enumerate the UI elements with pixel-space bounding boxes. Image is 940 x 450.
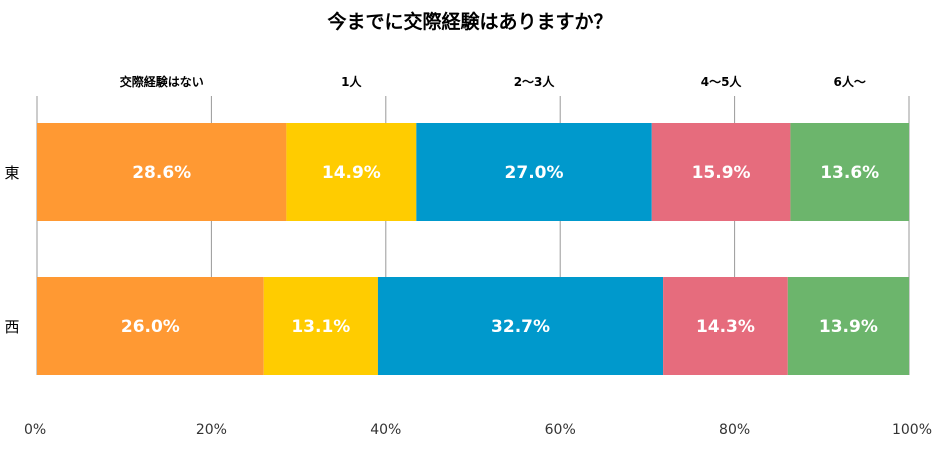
- data-label: 13.6%: [820, 163, 879, 183]
- category-labels: 交際経験はない 1人 2〜3人 4〜5人 6人〜: [120, 74, 866, 89]
- bar-segment: [377, 277, 664, 375]
- data-label: 32.7%: [491, 317, 550, 337]
- data-label: 26.0%: [121, 317, 180, 337]
- bar-segment: [37, 123, 287, 221]
- category-label: 2〜3人: [514, 74, 556, 89]
- row-label: 西: [4, 318, 19, 336]
- x-tick-label: 20%: [196, 422, 227, 438]
- data-label: 27.0%: [505, 163, 564, 183]
- data-label: 13.9%: [819, 317, 878, 337]
- bar-segment: [787, 277, 909, 375]
- bar-segment: [663, 277, 788, 375]
- category-label: 交際経験はない: [120, 74, 204, 89]
- x-tick-label: 40%: [370, 422, 401, 438]
- x-tick-label: 100%: [892, 422, 932, 438]
- data-label: 28.6%: [132, 163, 191, 183]
- bar-segment: [790, 123, 909, 221]
- data-label: 15.9%: [692, 163, 751, 183]
- bar-segment: [651, 123, 791, 221]
- bars: 28.6% 14.9% 27.0% 15.9% 13.6% 26.0% 13.1% 32.7%…: [37, 123, 909, 375]
- bar-segment: [263, 277, 378, 375]
- row-labels: 東西: [4, 164, 19, 336]
- data-label: 14.3%: [696, 317, 755, 337]
- x-axis-ticks: 0% 20% 40% 60% 80% 100%: [24, 422, 932, 438]
- x-tick-label: 80%: [719, 422, 750, 438]
- category-label: 1人: [341, 74, 362, 89]
- category-label: 4〜5人: [701, 74, 743, 89]
- x-tick-label: 0%: [24, 422, 46, 438]
- data-label: 14.9%: [322, 163, 381, 183]
- bar-segment: [286, 123, 417, 221]
- category-label: 6人〜: [834, 74, 866, 89]
- bar-segment: [37, 277, 264, 375]
- x-tick-label: 60%: [545, 422, 576, 438]
- data-label: 13.1%: [291, 317, 350, 337]
- row-label: 東: [4, 164, 19, 182]
- bar-segment: [416, 123, 652, 221]
- chart-title: 今までに交際経験はありますか？: [326, 10, 612, 33]
